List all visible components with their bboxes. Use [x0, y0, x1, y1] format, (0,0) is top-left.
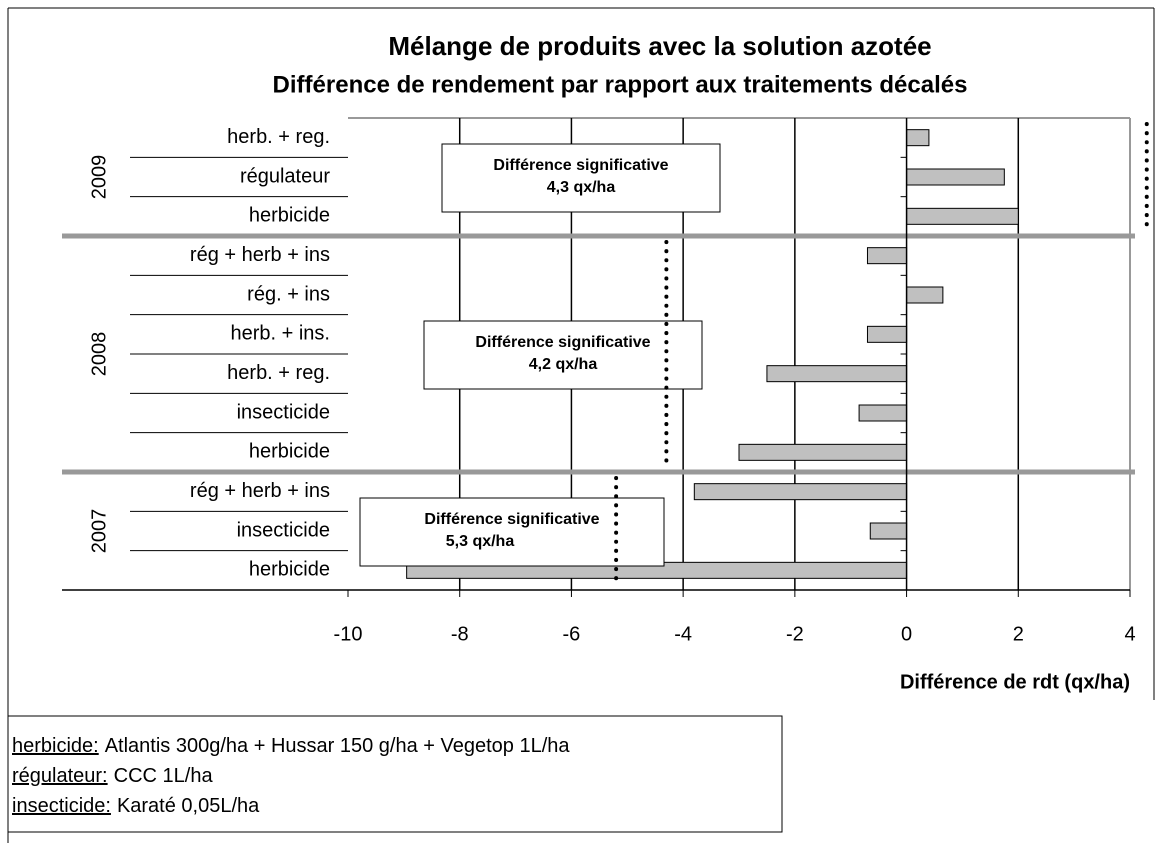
bar	[866, 247, 908, 265]
bar	[906, 207, 1019, 225]
y-tick-label: régulateur	[240, 165, 330, 187]
note-text: CCC 1L/ha	[114, 765, 214, 787]
x-tick-label: 4	[1124, 623, 1135, 645]
bar	[866, 325, 908, 343]
bar	[738, 443, 908, 461]
y-tick-label: insecticide	[237, 401, 330, 423]
annotation-box	[423, 320, 703, 390]
note-term: insecticide:	[12, 795, 111, 817]
note-text: Karaté 0,05L/ha	[117, 795, 260, 817]
y-tick-label: rég. + ins	[247, 283, 330, 305]
y-tick-label: herbicide	[249, 205, 330, 227]
annotation-value: 4,3 qx/ha	[547, 179, 616, 196]
chart-subtitle: Différence de rendement par rapport aux …	[273, 71, 968, 98]
year-label: 2009	[88, 155, 110, 200]
annotation-text: Différence significative	[475, 334, 650, 351]
chart-title: Mélange de produits avec la solution azo…	[388, 31, 931, 61]
annotation-box	[441, 143, 721, 213]
y-tick-label: herb. + reg.	[227, 126, 330, 148]
x-axis-label: Différence de rdt (qx/ha)	[900, 671, 1130, 693]
year-label: 2007	[88, 509, 110, 554]
bar	[869, 522, 908, 540]
x-tick-label: -10	[334, 623, 363, 645]
x-tick-label: -6	[563, 623, 581, 645]
x-tick-label: 0	[901, 623, 912, 645]
bar	[858, 404, 908, 422]
x-tick-label: -8	[451, 623, 469, 645]
note: herbicide: Atlantis 300g/ha + Hussar 150 …	[12, 735, 570, 757]
note-text: Atlantis 300g/ha + Hussar 150 g/ha + Veg…	[105, 735, 571, 757]
y-tick-label: rég + herb + ins	[190, 480, 330, 502]
year-label: 2008	[88, 332, 110, 377]
y-tick-label: herbicide	[249, 441, 330, 463]
x-tick-label: 2	[1013, 623, 1024, 645]
annotation-text: Différence significative	[424, 511, 599, 528]
bar	[693, 483, 908, 501]
note-term: herbicide:	[12, 735, 99, 757]
annotation-value: 5,3 qx/ha	[446, 533, 515, 550]
annotation-box	[359, 497, 665, 567]
bar	[906, 129, 930, 147]
y-tick-label: insecticide	[237, 519, 330, 541]
y-tick-label: herbicide	[249, 559, 330, 581]
x-tick-label: -2	[786, 623, 804, 645]
y-tick-label: herb. + reg.	[227, 362, 330, 384]
annotation-value: 4,2 qx/ha	[529, 356, 598, 373]
bar	[906, 286, 944, 304]
note-term: régulateur:	[12, 765, 108, 787]
note: régulateur: CCC 1L/ha	[12, 765, 213, 787]
annotation-text: Différence significative	[493, 157, 668, 174]
notes-box	[7, 715, 783, 833]
bar	[766, 365, 908, 383]
bar	[906, 168, 1005, 186]
y-tick-label: rég + herb + ins	[190, 244, 330, 266]
x-tick-label: -4	[674, 623, 692, 645]
note: insecticide: Karaté 0,05L/ha	[12, 795, 260, 817]
y-tick-label: herb. + ins.	[230, 323, 330, 345]
